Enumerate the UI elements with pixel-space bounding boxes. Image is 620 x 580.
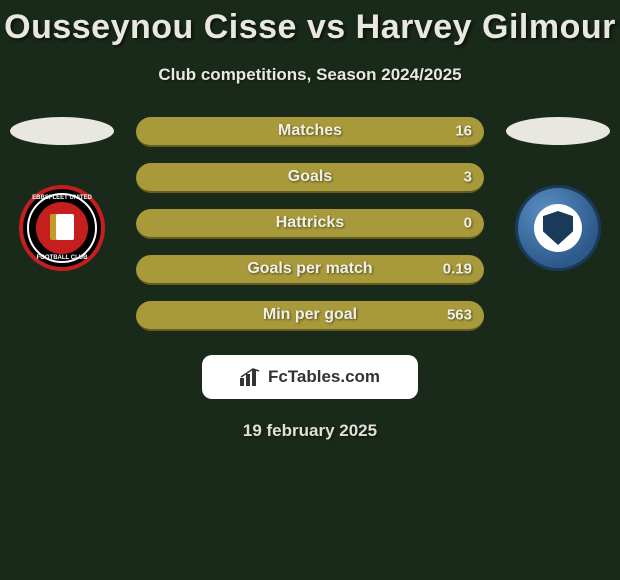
stat-label: Goals	[288, 168, 332, 186]
stat-value-right: 0.19	[443, 261, 472, 278]
stat-row: Hattricks 0	[136, 209, 484, 239]
stat-value-right: 3	[464, 169, 472, 186]
stat-bar: Goals 3	[136, 163, 484, 193]
stat-bar: Matches 16	[136, 117, 484, 147]
stat-row: Goals per match 0.19	[136, 255, 484, 285]
stat-value-right: 16	[455, 123, 472, 140]
right-club-badge	[515, 185, 601, 271]
right-player-column	[504, 117, 612, 271]
left-player-avatar-placeholder	[10, 117, 114, 145]
stat-value-right: 563	[447, 307, 472, 324]
watermark-text: FcTables.com	[268, 367, 380, 387]
stat-bar: Min per goal 563	[136, 301, 484, 331]
right-player-avatar-placeholder	[506, 117, 610, 145]
bar-chart-icon	[240, 368, 262, 386]
page-title: Ousseynou Cisse vs Harvey Gilmour	[0, 8, 620, 47]
stat-bar: Goals per match 0.19	[136, 255, 484, 285]
stat-label: Matches	[278, 122, 342, 140]
stat-label: Hattricks	[276, 214, 344, 232]
left-club-badge: EBBSFLEET UNITED FOOTBALL CLUB	[19, 185, 105, 271]
main-row: EBBSFLEET UNITED FOOTBALL CLUB Matches 16…	[0, 117, 620, 347]
left-player-column: EBBSFLEET UNITED FOOTBALL CLUB	[8, 117, 116, 271]
subtitle: Club competitions, Season 2024/2025	[0, 65, 620, 85]
stat-value-right: 0	[464, 215, 472, 232]
comparison-card: Ousseynou Cisse vs Harvey Gilmour Club c…	[0, 0, 620, 441]
stat-bar: Hattricks 0	[136, 209, 484, 239]
stat-row: Goals 3	[136, 163, 484, 193]
fctables-watermark: FcTables.com	[202, 355, 418, 399]
stat-label: Min per goal	[263, 306, 357, 324]
stat-label: Goals per match	[247, 260, 372, 278]
stats-column: Matches 16 Goals 3 Hattricks 0 Goals per match…	[116, 117, 504, 347]
stat-row: Min per goal 563	[136, 301, 484, 331]
date-line: 19 february 2025	[0, 421, 620, 441]
stat-row: Matches 16	[136, 117, 484, 147]
